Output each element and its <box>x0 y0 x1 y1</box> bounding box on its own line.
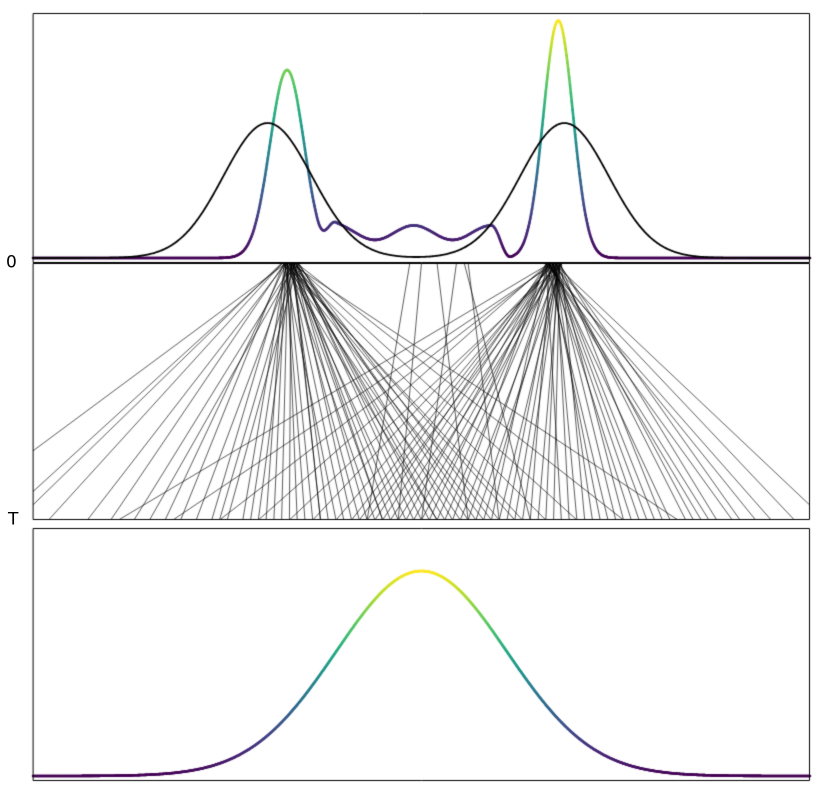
time-zero-label: 0 <box>6 252 17 273</box>
time-T-label: T <box>8 509 19 530</box>
